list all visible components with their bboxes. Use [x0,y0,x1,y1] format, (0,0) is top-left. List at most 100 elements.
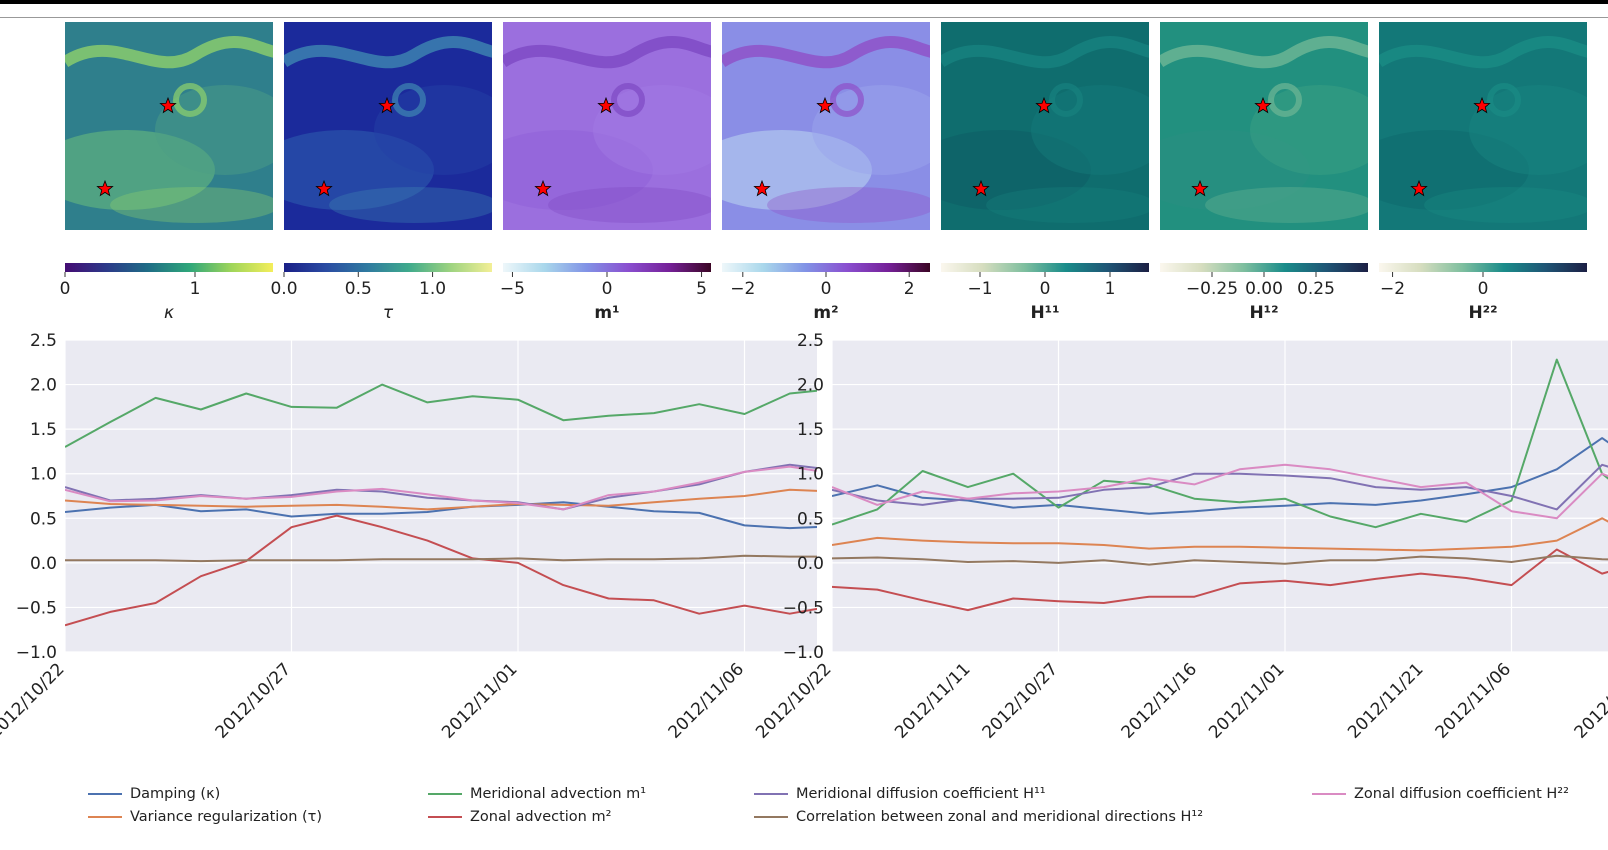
colorbar-tick-label: 1.0 [419,279,446,299]
colorbar-tick-label: 5 [696,279,707,299]
colorbar-tick-label: 0.00 [1245,279,1283,299]
y-tick-label: 0.0 [797,554,824,574]
y-tick-label: 1.0 [30,465,57,485]
x-tick-label: 2012/11/16 [1118,659,1201,742]
heatmap-eddy [611,83,645,117]
colorbar-tick-label: 2 [904,279,915,299]
heatmap-front [284,36,492,69]
heatmap-blob [593,85,711,175]
series-line-H12 [65,554,817,563]
heatmap-blob [1424,187,1587,223]
heatmap-front [1160,36,1368,69]
legend-swatch [754,793,788,795]
legend-swatch [428,793,462,795]
legend-swatch [754,816,788,818]
heatmap-blob [767,187,930,223]
x-tick-label: 2012/11/06 [665,659,748,742]
heatmap-blob [1469,85,1587,175]
heatmap-front [1379,36,1587,69]
heatmap-panel-H11: −1 0 1 H¹¹ [941,22,1149,323]
colorbar-tick-label: 0 [1478,279,1489,299]
y-tick-label: 1.5 [30,420,57,440]
series-line-tau [65,488,817,511]
x-tick-label: 2012/10/22 [0,659,69,742]
legend-label: Variance regularization (τ) [130,809,323,825]
star-marker [378,96,396,114]
colorbar [1160,263,1368,272]
colorbar-tick-label: 0 [821,279,832,299]
legend: Damping (κ) Variance regularization (τ) … [0,780,1608,840]
colorbar-tick-label: −5 [500,279,525,299]
heatmap-eddy [1487,83,1521,117]
heatmap-blob [548,187,711,223]
x-tick-label: 2012/10/27 [212,659,295,742]
legend-swatch [88,816,122,818]
legend-label: Zonal advection m² [470,809,612,825]
star-marker [1410,179,1428,197]
legend-swatch [1312,793,1346,795]
colorbar-tick-label: 1 [190,279,201,299]
colorbar [722,263,930,272]
y-tick-label: −0.5 [16,598,57,618]
star-marker [1191,179,1209,197]
colorbar-tick-label: 0 [602,279,613,299]
star-marker [1254,96,1272,114]
colorbar-tick-label: 1 [1105,279,1116,299]
top-rule [0,17,1608,18]
y-tick-label: 0.5 [30,509,57,529]
colorbar-label: H¹¹ [1030,303,1059,323]
series-line-m1 [832,358,1608,529]
colorbar [284,263,492,272]
y-tick-label: 0.0 [30,554,57,574]
heatmap-eddy [173,83,207,117]
series-line-H11 [832,463,1608,511]
series-line-m2 [65,514,817,627]
plot-area [832,340,1608,652]
legend-swatch [428,816,462,818]
colorbar-tick-label: −2 [1380,279,1405,299]
heatmap-blob [110,187,273,223]
legend-label: Meridional diffusion coefficient H¹¹ [796,786,1046,802]
legend-label: Correlation between zonal and meridional… [796,809,1204,825]
x-tick-label: 2012/11/01 [438,659,521,742]
colorbar-tick-label: −1 [967,279,992,299]
legend-item-m1: Meridional advection m¹ [428,786,646,802]
legend-label: Zonal diffusion coefficient H²² [1354,786,1569,802]
heatmap-blob [1205,187,1368,223]
star-marker [597,96,615,114]
series-line-kappa [65,501,817,530]
star-marker [315,179,333,197]
colorbar-tick-label: 0.5 [345,279,372,299]
x-tick-label: 2012/11/11 [891,659,974,742]
heatmap-eddy [1049,83,1083,117]
legend-item-kappa: Damping (κ) [88,786,220,802]
star-marker [1473,96,1491,114]
star-marker [753,179,771,197]
colorbar [503,263,711,272]
legend-item-tau: Variance regularization (τ) [88,809,322,825]
colorbar-label: τ [383,303,394,323]
star-marker [972,179,990,197]
legend-item-m2: Zonal advection m² [428,809,611,825]
y-tick-label: −1.0 [16,643,57,663]
heatmap-panel-H12: −0.25 0.00 0.25 H¹² [1160,22,1368,323]
x-tick-label: 2012/10/27 [979,659,1062,742]
legend-label: Damping (κ) [130,786,221,802]
x-tick-label: 2012/11/21 [1344,659,1427,742]
y-tick-label: −1.0 [783,643,824,663]
colorbar-label: m¹ [594,303,619,323]
series-line-H22 [65,465,817,511]
heatmap-panel-H22: −2 0 H²² [1379,22,1587,323]
colorbar-tick-label: 0.25 [1297,279,1335,299]
y-tick-label: 1.5 [797,420,824,440]
heatmap-panel-m1: −5 0 5 m¹ [500,22,711,323]
star-marker [96,179,114,197]
colorbar-label: m² [813,303,838,323]
heatmap-eddy [830,83,864,117]
heatmap-front [722,36,930,69]
series-line-H22 [832,463,1608,520]
heatmap-front [65,36,273,69]
colorbar-tick-label: 0 [1040,279,1051,299]
